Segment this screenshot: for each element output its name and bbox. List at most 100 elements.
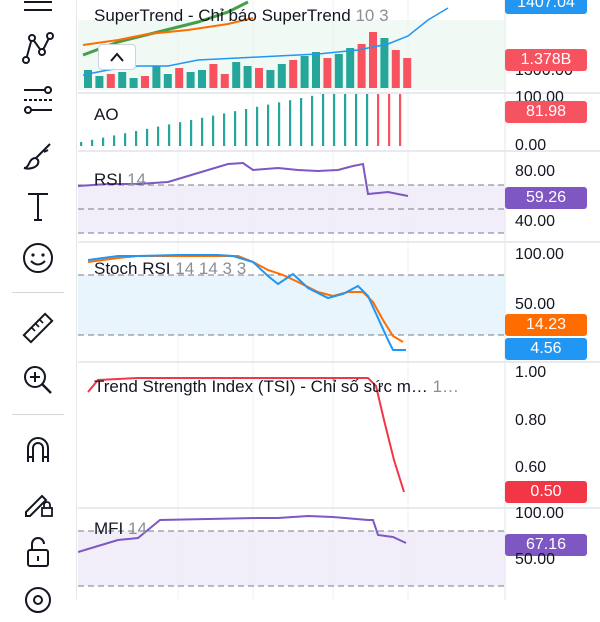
ao-bar (344, 94, 347, 146)
mfi-axis-bottom: 50.00 (515, 551, 556, 568)
chart-area[interactable]: SuperTrend - Chỉ báo SuperTrend 10 3 AO … (78, 0, 600, 600)
tsi-axis-low: 0.60 (515, 459, 547, 476)
supertrend-price-badge: 1407.04 (505, 0, 587, 14)
fib-retracement-icon[interactable] (14, 78, 62, 122)
rsi-badge: 59.26 (505, 187, 587, 209)
ao-bar (113, 135, 116, 146)
ao-pane (80, 94, 402, 146)
ao-bar (399, 94, 402, 146)
trend-line-icon[interactable] (14, 0, 62, 30)
ao-bar (80, 142, 83, 146)
ao-bar (91, 139, 94, 146)
volume-bar (323, 58, 332, 88)
mfi-badge: 67.16 (505, 534, 587, 556)
rsi-pane (78, 161, 505, 234)
volume-bar (300, 56, 309, 88)
volume-bar (209, 64, 218, 88)
rsi-axis-bottom: 40.00 (515, 213, 556, 230)
stoch-k-badge: 14.23 (505, 314, 587, 336)
tsi-badge: 0.50 (505, 481, 587, 503)
pattern-icon[interactable] (14, 26, 62, 70)
collapse-button[interactable] (98, 44, 136, 70)
volume-badge: 1.378B (505, 49, 587, 71)
volume-bar (403, 58, 412, 88)
ao-bar (256, 106, 259, 146)
brush-icon[interactable] (14, 134, 62, 178)
volume-bar (243, 66, 252, 88)
chevron-up-icon (110, 52, 124, 62)
ao-badge: 81.98 (505, 101, 587, 123)
tsi-params: 1… (432, 377, 460, 396)
mfi-title: MFI (94, 519, 124, 538)
toolbar-separator (12, 414, 64, 415)
text-tool-icon[interactable] (14, 184, 62, 228)
ao-bar (201, 117, 204, 146)
rsi-label[interactable]: RSI 14 (94, 170, 146, 190)
ao-bar (267, 104, 270, 146)
rsi-params: 14 (127, 170, 146, 189)
stoch-axis-top: 100.00 (515, 246, 564, 263)
volume-bar (106, 74, 115, 88)
ao-bar (157, 126, 160, 146)
tsi-axis-mid: 0.80 (515, 412, 547, 429)
volume-bar (391, 50, 400, 88)
ao-axis-bottom: 0.00 (515, 137, 547, 154)
ao-bar (322, 94, 325, 146)
ao-bar (377, 94, 380, 146)
volume-bar (289, 60, 298, 88)
zoom-in-icon[interactable] (14, 358, 62, 402)
ruler-icon[interactable] (14, 306, 62, 350)
ao-bar (146, 128, 149, 146)
volume-bar (346, 48, 355, 88)
chart-canvas[interactable] (78, 0, 600, 600)
ao-title: AO (94, 105, 119, 124)
ao-label[interactable]: AO (94, 105, 119, 125)
stoch-rsi-label[interactable]: Stoch RSI 14 14 3 3 (94, 259, 246, 279)
volume-bar (369, 32, 377, 88)
supertrend-label[interactable]: SuperTrend - Chỉ báo SuperTrend 10 3 (94, 6, 389, 26)
volume-bar (357, 44, 366, 88)
emoji-icon[interactable] (14, 236, 62, 280)
stoch-axis-mid: 50.00 (515, 296, 556, 313)
volume-bar (163, 74, 172, 88)
ao-bar (135, 131, 138, 146)
volume-bar (232, 62, 241, 88)
rsi-axis-top: 80.00 (515, 163, 556, 180)
volume-bar (118, 72, 127, 88)
ao-bar (190, 120, 193, 146)
lock-drawing-icon[interactable] (14, 480, 62, 524)
mfi-axis-top: 100.00 (515, 505, 564, 522)
stoch-d-badge: 4.56 (505, 338, 587, 360)
ao-bar (355, 94, 358, 146)
tsi-title: Trend Strength Index (TSI) - Chỉ số sức … (94, 377, 428, 396)
volume-bar (84, 70, 92, 88)
tsi-label[interactable]: Trend Strength Index (TSI) - Chỉ số sức … (94, 377, 459, 397)
supertrend-title: SuperTrend - Chỉ báo SuperTrend (94, 6, 351, 25)
volume-bar (186, 72, 195, 88)
volume-bar (220, 74, 229, 88)
ao-bar (179, 122, 182, 146)
ao-bar (223, 113, 226, 146)
ao-bar (212, 115, 215, 146)
supertrend-pane (78, 0, 505, 90)
volume-bar (152, 66, 161, 88)
volume-bar (277, 64, 286, 88)
stoch-rsi-pane (78, 254, 505, 351)
ao-bar (124, 133, 127, 146)
magnet-icon[interactable] (14, 428, 62, 472)
ao-bar (234, 111, 237, 146)
ao-bar (245, 109, 248, 146)
eye-icon[interactable] (14, 578, 62, 622)
volume-bar (334, 54, 343, 88)
volume-bar (175, 68, 184, 88)
unlock-icon[interactable] (14, 530, 62, 574)
volume-bar (95, 76, 104, 88)
mfi-label[interactable]: MFI 14 (94, 519, 147, 539)
stoch-params: 14 14 3 3 (175, 259, 247, 278)
ao-bar (289, 100, 292, 146)
ao-bar (366, 94, 369, 146)
ao-bar (333, 94, 336, 146)
drawing-toolbar (0, 0, 77, 613)
volume-bar (141, 76, 149, 88)
volume-bar (266, 70, 275, 88)
